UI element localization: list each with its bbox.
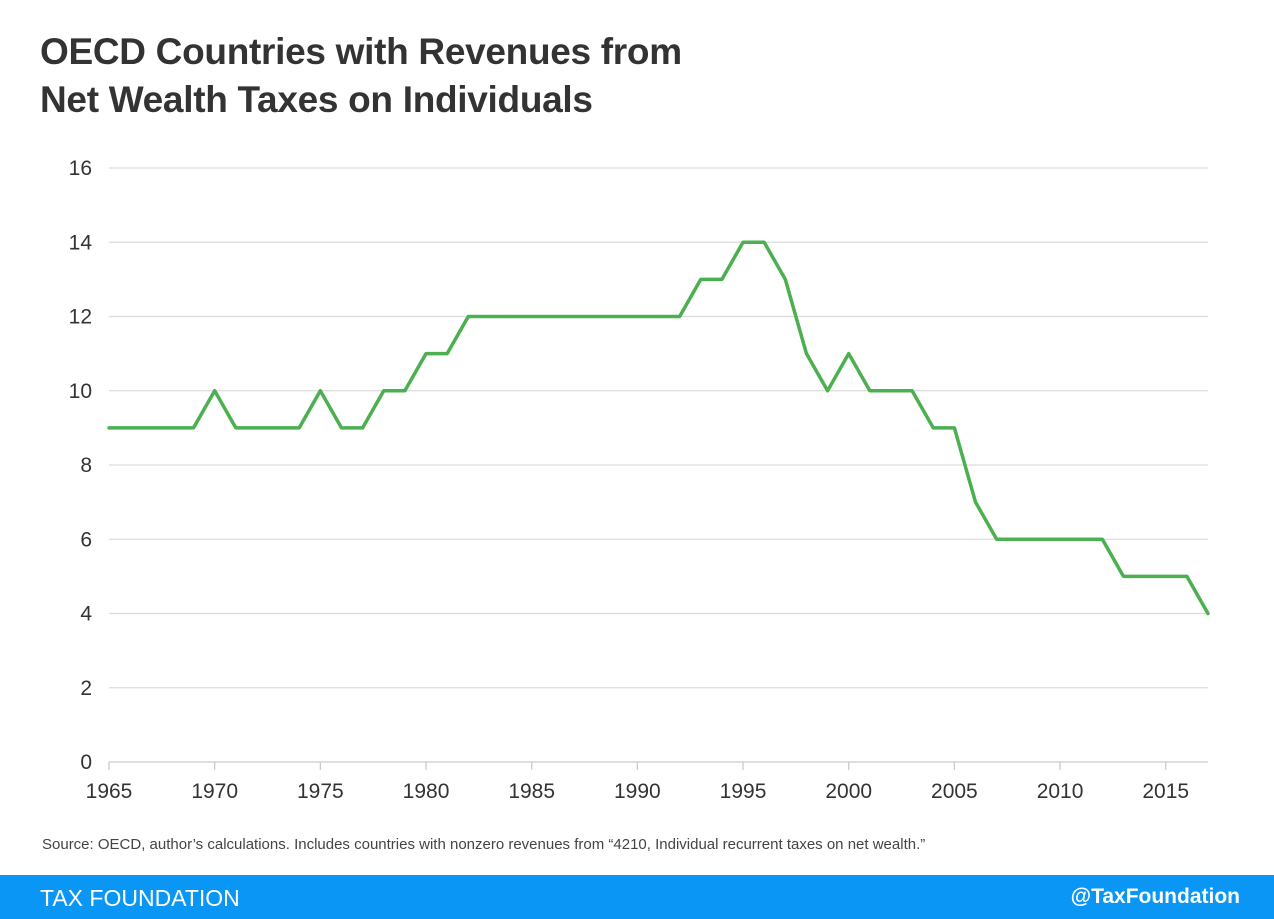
y-tick-label: 0	[80, 751, 92, 774]
y-tick-label: 2	[80, 677, 92, 700]
y-tick-label: 10	[69, 380, 92, 403]
title-line-1: OECD Countries with Revenues from	[40, 31, 682, 72]
x-tick-label: 1970	[191, 780, 238, 803]
y-tick-label: 12	[69, 306, 92, 329]
x-tick-label: 1990	[614, 780, 661, 803]
x-tick-label: 1980	[403, 780, 450, 803]
x-tick-label: 1985	[508, 780, 555, 803]
brand-name: TAX FOUNDATION	[40, 885, 240, 911]
title-line-2: Net Wealth Taxes on Individuals	[40, 79, 593, 120]
data-line	[107, 240, 1210, 616]
y-tick-label: 6	[80, 528, 92, 551]
x-tick-label: 2000	[825, 780, 872, 803]
chart-title: OECD Countries with Revenues from Net We…	[40, 28, 682, 124]
footer-bar: TAX FOUNDATION @TaxFoundation	[0, 875, 1274, 919]
y-tick-label: 14	[69, 231, 93, 254]
y-tick-label: 4	[80, 603, 92, 626]
source-note: Source: OECD, author’s calculations. Inc…	[42, 836, 926, 853]
x-tick-label: 2005	[931, 780, 978, 803]
y-tick-label: 16	[69, 157, 92, 180]
x-tick-label: 1995	[720, 780, 767, 803]
twitter-handle: @TaxFoundation	[1070, 885, 1240, 908]
x-tick-label: 2010	[1037, 780, 1084, 803]
line-chart: 0 2 4 6 8 10 12 14 16 1965 1970 1975 1980 1985 1990 199…	[69, 157, 1210, 803]
x-tick-label: 1965	[86, 780, 133, 803]
x-tick-label: 2015	[1142, 780, 1189, 803]
x-tick-label: 1975	[297, 780, 344, 803]
y-tick-label: 8	[80, 454, 92, 477]
